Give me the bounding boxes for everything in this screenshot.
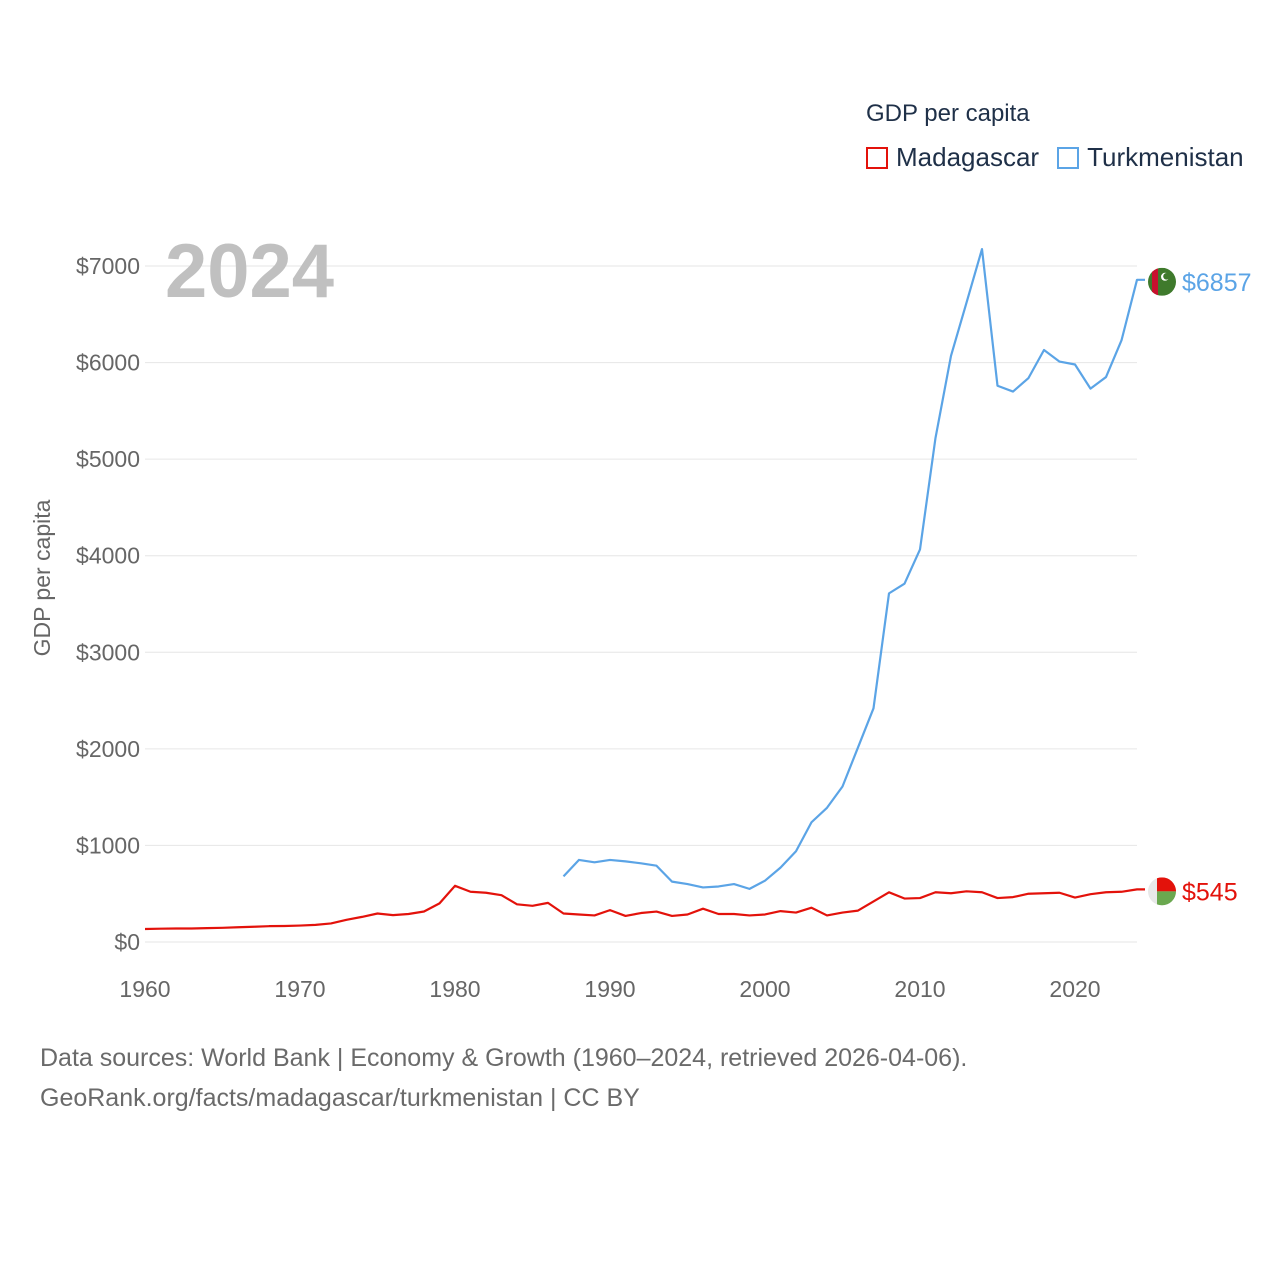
grid-lines [145,265,1137,943]
flag-icon-turkmenistan [1148,267,1176,296]
legend-label-turkmenistan: Turkmenistan [1087,142,1244,172]
legend-swatch-madagascar [866,146,888,169]
legend-item-madagascar[interactable]: Madagascar [866,142,1039,173]
end-value-label-turkmenistan: $6857 [1182,269,1252,297]
series-lines [144,248,1146,931]
x-axis-ticks: 1960 1970 1980 1990 2000 2010 2020 [119,976,1100,1002]
y-axis-label: GDP per capita [29,499,55,656]
legend-title: GDP per capita [866,100,1030,127]
legend-item-turkmenistan[interactable]: Turkmenistan [1057,142,1244,173]
y-tick-label-4000: $4000 [76,543,140,569]
x-tick-label-1960: 1960 [119,976,170,1002]
x-tick-label-1980: 1980 [429,976,480,1002]
x-tick-label-1970: 1970 [274,976,325,1002]
y-tick-label-5000: $5000 [76,446,140,472]
y-tick-label-7000: $7000 [76,253,140,279]
series-line-turkmenistan[interactable] [562,248,1146,890]
x-tick-label-1990: 1990 [584,976,635,1002]
y-tick-label-6000: $6000 [76,350,140,376]
legend-swatch-turkmenistan [1057,146,1080,169]
footer-sources: Data sources: World Bank | Economy & Gro… [40,1044,968,1072]
y-tick-label-1000: $1000 [76,832,140,858]
flag-icon-madagascar [1148,877,1176,906]
year-watermark: 2024 [165,229,335,314]
end-value-label-madagascar: $545 [1182,878,1238,906]
legend: Madagascar Turkmenistan [866,142,1262,173]
legend-label-madagascar: Madagascar [896,142,1040,172]
footer-attribution[interactable]: GeoRank.org/facts/madagascar/turkmenista… [40,1084,640,1112]
series-end-markers: $545 $6857 [1148,267,1252,906]
y-tick-label-2000: $2000 [76,736,140,762]
x-tick-label-2000: 2000 [739,976,790,1002]
y-tick-label-0: $0 [114,929,140,955]
y-axis-ticks: $0 $1000 $2000 $3000 $4000 $5000 $6000 $7000 [76,253,140,955]
y-tick-label-3000: $3000 [76,639,140,665]
x-tick-label-2010: 2010 [894,976,945,1002]
series-line-madagascar[interactable] [144,884,1145,931]
x-tick-label-2020: 2020 [1049,976,1100,1002]
